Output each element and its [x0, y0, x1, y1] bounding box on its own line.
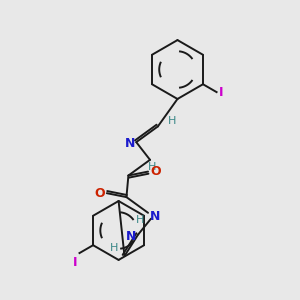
Text: H: H [136, 215, 145, 225]
Text: H: H [110, 243, 118, 253]
Text: I: I [73, 256, 77, 269]
Text: O: O [94, 187, 105, 200]
Text: H: H [148, 162, 156, 172]
Text: H: H [168, 116, 176, 126]
Text: I: I [218, 85, 223, 99]
Text: N: N [125, 136, 135, 150]
Text: O: O [150, 165, 160, 178]
Text: N: N [126, 230, 136, 243]
Text: N: N [150, 210, 160, 223]
